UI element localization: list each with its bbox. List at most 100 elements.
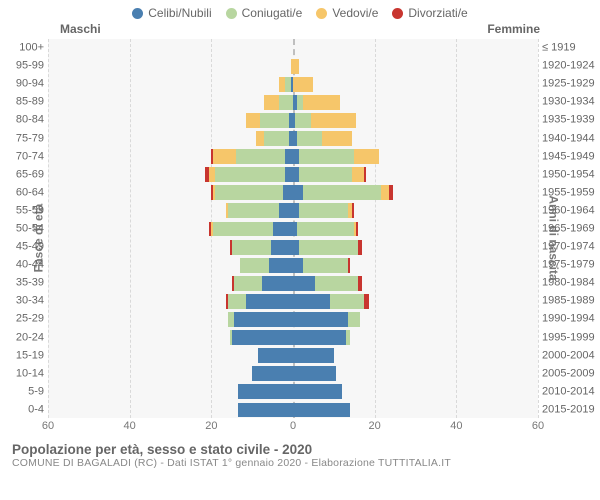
segment-c [295,113,311,128]
birth-year-label: 1965-1969 [538,223,600,234]
segment-s [285,149,293,164]
segment-c [232,240,271,255]
segment-c [215,167,284,182]
bar-female [293,95,538,110]
pyramid-row: 5-92010-2014 [48,384,538,399]
segment-s [252,366,293,381]
pyramid-row: 80-841935-1939 [48,113,538,128]
segment-s [283,185,293,200]
bar-female [293,203,538,218]
birth-year-label: 1985-1989 [538,296,600,307]
bar-male [48,366,293,381]
segment-s [293,403,350,418]
segment-c [228,294,246,309]
bar-female [293,384,538,399]
bar-male [48,203,293,218]
bar-male [48,41,293,56]
birth-year-label: 1935-1939 [538,115,600,126]
segment-c [315,276,358,291]
segment-s [279,203,293,218]
segment-s [271,240,293,255]
bar-female [293,59,538,74]
age-label: 20-24 [0,332,48,343]
pyramid-row: 40-441975-1979 [48,258,538,273]
birth-year-label: 2015-2019 [538,404,600,415]
segment-s [293,185,303,200]
age-label: 0-4 [0,404,48,415]
segment-c [299,167,352,182]
pyramid-row: 50-541965-1969 [48,222,538,237]
bar-male [48,240,293,255]
pyramid-row: 25-291990-1994 [48,312,538,327]
bar-female [293,294,538,309]
age-label: 100+ [0,43,48,54]
bar-male [48,113,293,128]
segment-c [297,131,322,146]
bar-male [48,276,293,291]
bar-female [293,77,538,92]
bar-male [48,185,293,200]
birth-year-label: 2010-2014 [538,386,600,397]
birth-year-label: 2000-2004 [538,350,600,361]
bar-female [293,240,538,255]
segment-c [330,294,365,309]
segment-c [213,222,272,237]
pyramid-row: 95-991920-1924 [48,59,538,74]
segment-c [303,185,381,200]
legend-item: Celibi/Nubili [132,6,211,20]
x-tick-label: 60 [42,420,54,432]
pyramid-row: 45-491970-1974 [48,240,538,255]
age-label: 95-99 [0,61,48,72]
age-label: 65-69 [0,169,48,180]
age-label: 45-49 [0,242,48,253]
segment-c [215,185,282,200]
segment-c [346,330,350,345]
segment-c [299,149,354,164]
pyramid-row: 30-341985-1989 [48,294,538,309]
pyramid-row: 100+≤ 1919 [48,41,538,56]
bar-female [293,149,538,164]
segment-w [264,95,278,110]
pyramid-row: 20-241995-1999 [48,330,538,345]
pyramid-row: 70-741945-1949 [48,149,538,164]
bar-male [48,59,293,74]
legend-swatch [316,8,327,19]
birth-year-label: 2005-2009 [538,368,600,379]
legend-swatch [132,8,143,19]
birth-year-label: 1960-1964 [538,205,600,216]
age-label: 25-29 [0,314,48,325]
bar-male [48,384,293,399]
legend-swatch [392,8,403,19]
segment-d [348,258,350,273]
legend: Celibi/NubiliConiugati/eVedovi/eDivorzia… [0,0,600,22]
segment-s [232,330,293,345]
segment-w [352,167,364,182]
segment-w [303,95,340,110]
segment-d [352,203,354,218]
segment-s [293,366,336,381]
bar-female [293,185,538,200]
segment-d [364,167,366,182]
gender-headers: Maschi Femmine [0,22,600,38]
age-label: 85-89 [0,97,48,108]
bar-female [293,131,538,146]
x-tick-label: 40 [124,420,136,432]
segment-s [273,222,293,237]
bar-male [48,330,293,345]
segment-s [234,312,293,327]
segment-c [297,222,354,237]
segment-s [293,312,348,327]
bar-male [48,95,293,110]
segment-c [228,203,279,218]
segment-c [240,258,269,273]
bar-female [293,366,538,381]
pyramid-row: 75-791940-1944 [48,131,538,146]
bar-male [48,348,293,363]
segment-w [293,59,299,74]
birth-year-label: 1970-1974 [538,242,600,253]
header-female: Femmine [487,22,540,36]
header-male: Maschi [60,22,101,36]
legend-item: Divorziati/e [392,6,467,20]
birth-year-label: 1955-1959 [538,187,600,198]
segment-s [293,348,334,363]
